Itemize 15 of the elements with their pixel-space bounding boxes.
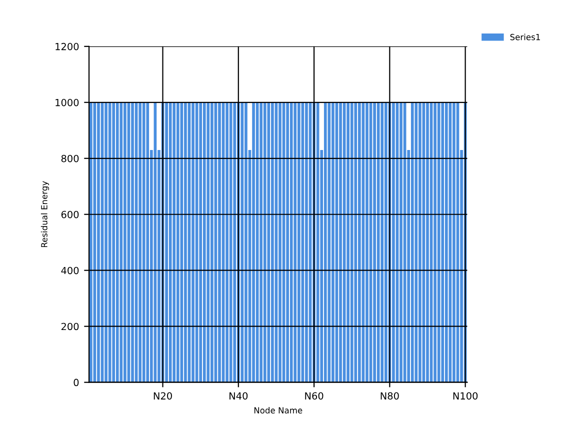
x-axis-title: Node Name	[254, 407, 302, 414]
x-tick-label: N60	[305, 392, 324, 400]
y-tick-label: 1200	[56, 42, 79, 50]
y-tick-label: 600	[61, 210, 79, 218]
y-tick-label: 0	[74, 378, 79, 386]
legend-label: Series1	[510, 34, 540, 40]
y-tick-label: 200	[61, 322, 79, 330]
y-tick-label: 800	[61, 154, 79, 162]
y-tick-label: 400	[61, 266, 79, 274]
x-tick-label: N40	[230, 392, 248, 400]
y-axis-title: Residual Energy	[40, 181, 49, 248]
x-tick-label: N80	[380, 392, 399, 400]
y-tick-label: 1000	[56, 98, 79, 106]
x-tick-label: N20	[154, 392, 172, 400]
x-tick-label: N100	[453, 392, 478, 400]
